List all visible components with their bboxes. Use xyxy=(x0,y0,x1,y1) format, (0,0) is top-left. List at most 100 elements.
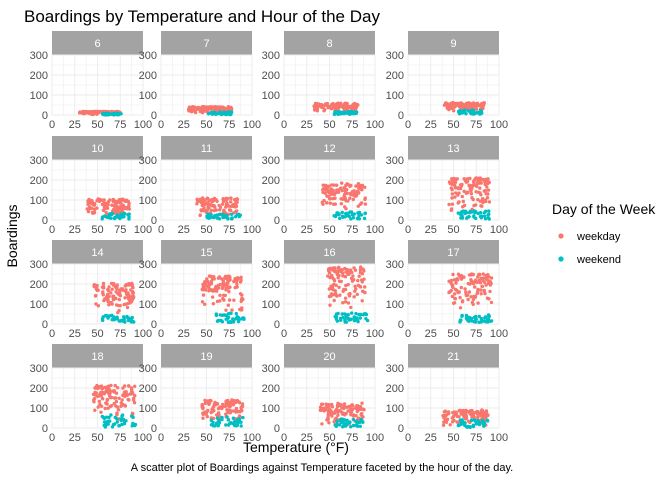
weekday-point xyxy=(235,282,239,286)
weekday-point xyxy=(119,287,123,291)
weekday-point xyxy=(360,299,364,303)
weekday-point xyxy=(103,206,107,211)
weekday-point xyxy=(443,418,448,423)
weekend-point xyxy=(462,421,466,426)
weekday-point xyxy=(109,300,113,305)
weekday-point xyxy=(349,305,353,310)
weekday-point xyxy=(221,279,226,283)
x-tick-label: 0 xyxy=(158,224,164,236)
weekend-point xyxy=(464,313,469,318)
weekend-point xyxy=(355,110,359,114)
weekday-point xyxy=(453,296,457,300)
weekend-point xyxy=(469,418,474,422)
weekend-point xyxy=(334,315,339,319)
weekday-point xyxy=(210,203,214,208)
x-tick-label: 25 xyxy=(301,432,313,444)
weekday-point xyxy=(349,193,353,197)
x-tick-label: 0 xyxy=(49,328,55,340)
weekday-point xyxy=(331,196,335,201)
weekend-point xyxy=(473,317,478,321)
weekday-point xyxy=(85,207,89,211)
weekday-point xyxy=(230,398,234,402)
weekday-point xyxy=(95,206,99,210)
weekday-point xyxy=(441,423,446,427)
weekend-point xyxy=(354,423,358,428)
weekend-point xyxy=(229,421,233,425)
weekday-point xyxy=(462,177,466,181)
weekday-point xyxy=(460,300,465,304)
weekday-point xyxy=(130,283,134,287)
weekday-point xyxy=(452,301,457,305)
weekday-point xyxy=(116,386,120,390)
weekend-point xyxy=(343,312,348,317)
y-tick-label: 200 xyxy=(30,279,48,291)
x-tick-label: 100 xyxy=(366,224,384,236)
weekday-point xyxy=(126,291,130,295)
weekday-point xyxy=(207,282,211,286)
weekend-point xyxy=(334,110,338,114)
weekday-point xyxy=(348,268,353,272)
weekday-point xyxy=(475,280,479,285)
weekday-point xyxy=(447,410,451,414)
x-tick-label: 75 xyxy=(470,224,482,236)
weekday-point xyxy=(344,283,348,288)
weekday-point xyxy=(343,300,348,304)
x-tick-label: 100 xyxy=(366,432,384,444)
weekday-point xyxy=(453,180,458,184)
weekday-point xyxy=(227,289,231,294)
weekday-point xyxy=(96,288,100,292)
weekday-point xyxy=(336,276,340,280)
y-tick-label: 200 xyxy=(386,70,404,82)
weekday-point xyxy=(228,278,232,282)
weekday-point xyxy=(114,290,118,294)
weekday-point xyxy=(363,185,367,189)
weekday-point xyxy=(203,398,207,403)
weekday-point xyxy=(103,297,107,301)
weekday-point xyxy=(449,278,454,283)
weekday-point xyxy=(449,281,453,286)
weekend-point xyxy=(345,418,349,423)
weekday-point xyxy=(478,199,482,203)
weekend-point xyxy=(351,216,356,220)
weekend-point xyxy=(468,425,472,430)
weekend-point xyxy=(127,318,131,323)
x-tick-label: 25 xyxy=(425,328,437,340)
weekday-point xyxy=(94,111,99,115)
x-tick-label: 100 xyxy=(490,328,508,340)
weekend-point xyxy=(363,211,367,216)
x-tick-label: 100 xyxy=(243,119,261,131)
legend-label-weekend: weekend xyxy=(576,254,621,266)
weekday-point xyxy=(342,103,346,107)
weekend-point xyxy=(121,417,126,422)
x-tick-label: 0 xyxy=(281,432,287,444)
weekday-point xyxy=(210,295,215,299)
y-tick-label: 200 xyxy=(386,279,404,291)
x-tick-label: 100 xyxy=(490,224,508,236)
weekday-point xyxy=(239,275,243,279)
facet-panel: 12 0 25 50 75 100 0 100 200 300 xyxy=(262,136,384,236)
x-tick-label: 75 xyxy=(470,432,482,444)
weekday-point xyxy=(124,390,128,394)
weekday-point xyxy=(126,301,130,306)
weekday-point xyxy=(461,408,465,413)
facet-strip-label: 11 xyxy=(201,143,212,155)
facet-strip xyxy=(284,31,375,55)
weekday-point xyxy=(79,111,83,115)
weekday-point xyxy=(229,196,233,200)
weekday-point xyxy=(455,420,459,424)
weekday-point xyxy=(200,403,205,407)
weekend-point xyxy=(468,209,472,213)
weekend-point xyxy=(346,313,350,317)
weekday-point xyxy=(458,295,462,300)
weekday-point xyxy=(105,397,110,402)
weekend-point xyxy=(217,419,222,423)
weekday-point xyxy=(480,177,484,181)
weekday-point xyxy=(341,301,345,305)
facet-strip xyxy=(52,344,143,368)
weekday-point xyxy=(320,200,324,205)
y-tick-label: 0 xyxy=(42,110,48,122)
weekday-point xyxy=(360,272,364,276)
weekday-point xyxy=(118,294,123,298)
weekday-point xyxy=(233,285,237,290)
x-tick-label: 50 xyxy=(200,224,212,236)
